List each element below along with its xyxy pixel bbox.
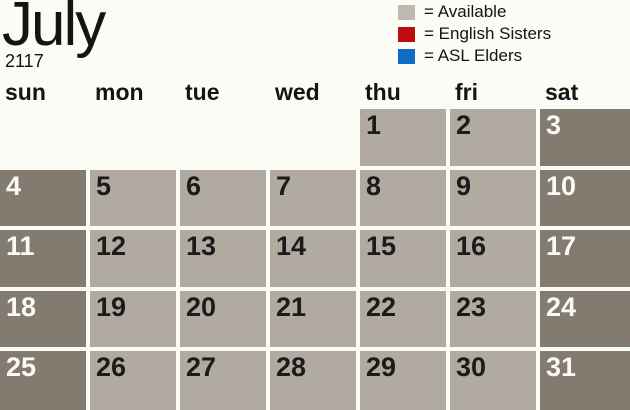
month-title: July <box>2 0 106 59</box>
legend-row-available: = Available <box>398 1 551 23</box>
day-cell-21[interactable]: 21 <box>270 290 356 347</box>
legend-label-english-sisters: = English Sisters <box>424 24 552 43</box>
weekday-sat: sat <box>545 79 579 105</box>
day-cell-13[interactable]: 13 <box>180 230 266 287</box>
day-cell-29[interactable]: 29 <box>360 351 446 410</box>
day-cell-7[interactable]: 7 <box>270 169 356 226</box>
day-cell-1[interactable]: 1 <box>360 109 446 166</box>
day-cell-25[interactable]: 25 <box>0 351 86 410</box>
legend-row-asl-elders: = ASL Elders <box>398 45 551 67</box>
day-cell-23[interactable]: 23 <box>450 290 536 347</box>
day-cell-11[interactable]: 11 <box>0 230 86 287</box>
day-cell-17[interactable]: 17 <box>540 230 630 287</box>
weekday-tue: tue <box>185 79 220 105</box>
empty-cell <box>0 109 86 166</box>
year-label: 2117 <box>5 51 44 71</box>
day-cell-19[interactable]: 19 <box>90 290 176 347</box>
legend: = Available = English Sisters = ASL Elde… <box>398 1 551 67</box>
day-cell-31[interactable]: 31 <box>540 351 630 410</box>
weekday-fri: fri <box>455 79 478 105</box>
day-cell-5[interactable]: 5 <box>90 169 176 226</box>
day-cell-24[interactable]: 24 <box>540 290 630 347</box>
day-cell-14[interactable]: 14 <box>270 230 356 287</box>
day-cell-8[interactable]: 8 <box>360 169 446 226</box>
day-cell-9[interactable]: 9 <box>450 169 536 226</box>
day-cell-26[interactable]: 26 <box>90 351 176 410</box>
day-cell-15[interactable]: 15 <box>360 230 446 287</box>
calendar: sun mon tue wed thu fri sat 1 2 3 4 5 6 … <box>0 78 630 410</box>
english-sisters-swatch-icon <box>398 26 415 42</box>
day-cell-10[interactable]: 10 <box>540 169 630 226</box>
day-cell-18[interactable]: 18 <box>0 290 86 347</box>
day-cell-22[interactable]: 22 <box>360 290 446 347</box>
asl-elders-swatch-icon <box>398 48 415 64</box>
day-cell-30[interactable]: 30 <box>450 351 536 410</box>
empty-cell <box>180 109 266 166</box>
day-cell-12[interactable]: 12 <box>90 230 176 287</box>
day-cell-2[interactable]: 2 <box>450 109 536 166</box>
empty-cell <box>90 109 176 166</box>
day-cell-28[interactable]: 28 <box>270 351 356 410</box>
day-cell-27[interactable]: 27 <box>180 351 266 410</box>
day-cell-6[interactable]: 6 <box>180 169 266 226</box>
legend-row-english-sisters: = English Sisters <box>398 23 551 45</box>
day-cell-20[interactable]: 20 <box>180 290 266 347</box>
available-swatch-icon <box>398 4 415 20</box>
weekday-thu: thu <box>365 79 401 105</box>
weekday-mon: mon <box>95 79 144 105</box>
empty-cell <box>270 109 356 166</box>
day-cell-4[interactable]: 4 <box>0 169 86 226</box>
legend-label-available: = Available <box>424 2 507 21</box>
day-cell-16[interactable]: 16 <box>450 230 536 287</box>
weekday-wed: wed <box>275 79 320 105</box>
calendar-grid: 1 2 3 4 5 6 7 8 9 10 11 12 13 14 15 16 1… <box>0 109 630 410</box>
weekday-sun: sun <box>5 79 46 105</box>
day-cell-3[interactable]: 3 <box>540 109 630 166</box>
weekday-header-row: sun mon tue wed thu fri sat <box>0 78 630 109</box>
legend-label-asl-elders: = ASL Elders <box>424 46 523 65</box>
